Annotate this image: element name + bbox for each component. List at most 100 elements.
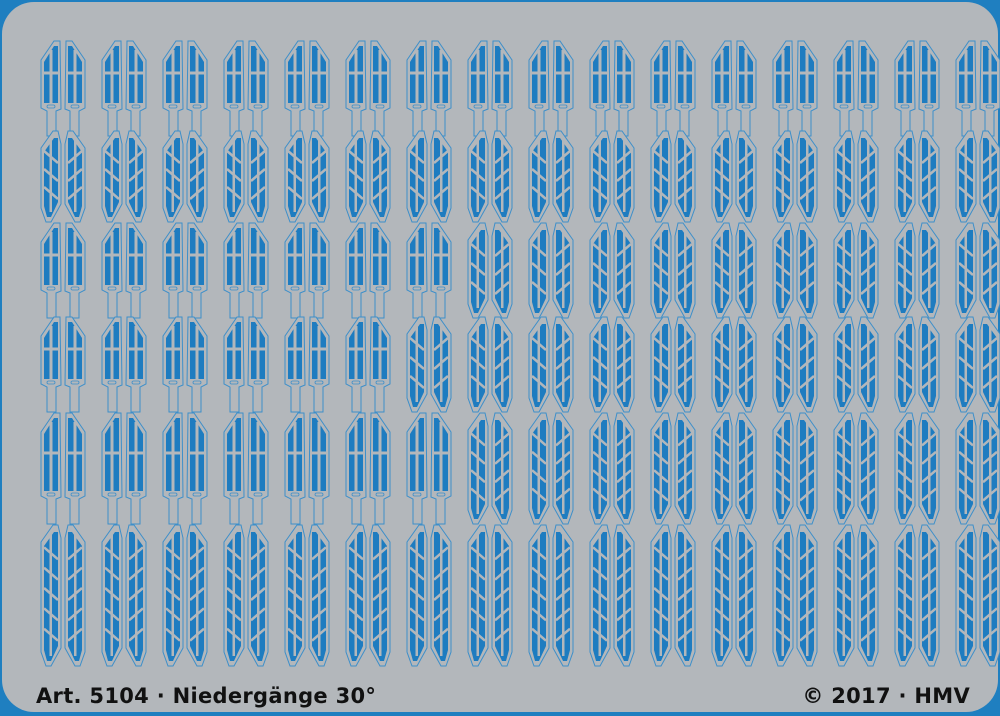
etched-part xyxy=(857,524,879,667)
etched-part xyxy=(528,412,550,525)
etched-part xyxy=(857,222,879,319)
etched-part xyxy=(247,524,269,667)
etched-part xyxy=(613,412,635,525)
etched-part xyxy=(345,316,367,413)
etched-part xyxy=(101,316,123,413)
etched-part xyxy=(918,412,940,525)
etched-part xyxy=(735,316,757,413)
etched-part xyxy=(406,524,428,667)
etched-part xyxy=(528,316,550,413)
etched-part xyxy=(345,40,367,137)
etched-part xyxy=(162,40,184,137)
etched-part xyxy=(711,412,733,525)
etched-part xyxy=(369,316,391,413)
etched-part xyxy=(979,222,1000,319)
etched-part xyxy=(186,130,208,223)
etched-part xyxy=(247,222,269,319)
etched-part xyxy=(430,316,452,413)
etched-part xyxy=(589,130,611,223)
etched-part xyxy=(857,412,879,525)
etched-part xyxy=(918,40,940,137)
etched-part xyxy=(894,524,916,667)
etched-part xyxy=(796,524,818,667)
etched-part xyxy=(857,316,879,413)
etched-part xyxy=(345,130,367,223)
etched-part xyxy=(406,40,428,137)
etched-part xyxy=(430,222,452,319)
etched-part xyxy=(308,222,330,319)
etched-part xyxy=(491,316,513,413)
etched-part xyxy=(674,524,696,667)
etched-part xyxy=(552,524,574,667)
etched-part xyxy=(894,412,916,525)
etched-part xyxy=(247,316,269,413)
etched-part xyxy=(613,40,635,137)
etched-part xyxy=(125,130,147,223)
etched-part xyxy=(40,524,62,667)
etched-part xyxy=(247,412,269,525)
etched-part xyxy=(955,524,977,667)
etched-part xyxy=(430,130,452,223)
etched-part xyxy=(772,40,794,137)
etched-part xyxy=(955,130,977,223)
etched-part xyxy=(101,130,123,223)
etched-part xyxy=(955,316,977,413)
etched-part xyxy=(979,316,1000,413)
etched-part xyxy=(711,40,733,137)
etched-part xyxy=(857,130,879,223)
etched-part xyxy=(223,412,245,525)
etched-part xyxy=(162,412,184,525)
etched-part xyxy=(467,40,489,137)
etched-part xyxy=(369,40,391,137)
etched-part xyxy=(101,412,123,525)
etched-part xyxy=(223,40,245,137)
etched-part xyxy=(772,222,794,319)
etched-part xyxy=(125,222,147,319)
copyright-label: © 2017 · HMV xyxy=(802,684,970,708)
etched-part xyxy=(369,130,391,223)
etched-part xyxy=(589,40,611,137)
etched-part xyxy=(979,40,1000,137)
etched-part xyxy=(64,130,86,223)
etched-part xyxy=(64,222,86,319)
etched-part xyxy=(467,412,489,525)
etched-part xyxy=(650,412,672,525)
etched-part xyxy=(308,130,330,223)
etched-part xyxy=(40,222,62,319)
etched-part xyxy=(223,524,245,667)
etched-part xyxy=(552,316,574,413)
etched-part xyxy=(308,412,330,525)
etched-part xyxy=(467,524,489,667)
etched-part xyxy=(613,316,635,413)
etched-part xyxy=(833,316,855,413)
etched-part xyxy=(40,40,62,137)
etched-part xyxy=(40,316,62,413)
etched-part xyxy=(833,412,855,525)
etched-part xyxy=(162,130,184,223)
etched-part xyxy=(186,316,208,413)
etched-part xyxy=(735,222,757,319)
etched-part xyxy=(284,130,306,223)
etched-part xyxy=(345,412,367,525)
etched-part xyxy=(796,40,818,137)
etched-part xyxy=(918,222,940,319)
etched-part xyxy=(186,412,208,525)
etched-part xyxy=(186,40,208,137)
etched-part xyxy=(345,524,367,667)
etched-part xyxy=(40,412,62,525)
etched-part xyxy=(613,524,635,667)
etched-part xyxy=(430,40,452,137)
etched-part xyxy=(674,412,696,525)
etched-part xyxy=(674,222,696,319)
etched-part xyxy=(308,40,330,137)
etched-part xyxy=(162,222,184,319)
etched-part xyxy=(491,412,513,525)
etched-part xyxy=(711,524,733,667)
etched-part xyxy=(552,222,574,319)
etched-part xyxy=(918,130,940,223)
etched-part xyxy=(796,316,818,413)
etched-part xyxy=(552,412,574,525)
etched-part xyxy=(772,524,794,667)
etched-part xyxy=(735,130,757,223)
